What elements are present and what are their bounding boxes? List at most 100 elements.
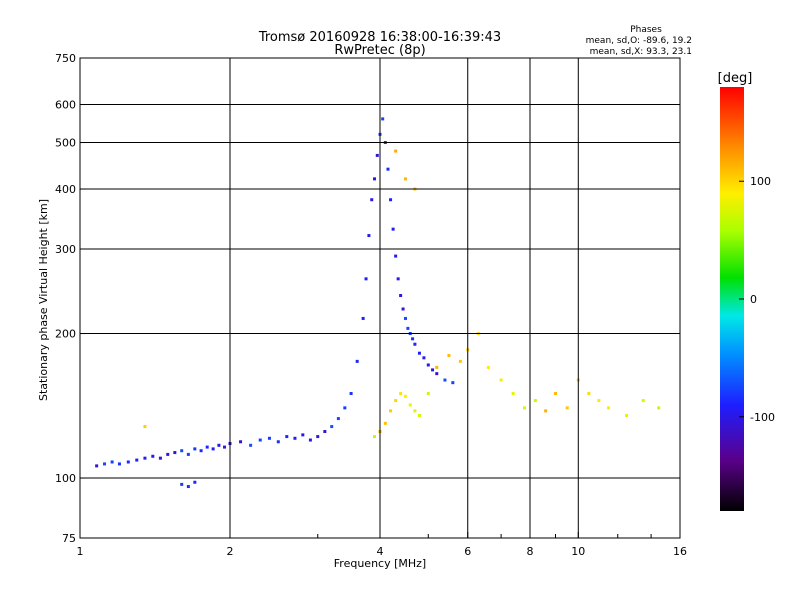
x-axis-ticks: 1 2 4 6 8 10 16 — [77, 532, 687, 558]
data-point-x — [511, 392, 515, 396]
y-tick-label: 100 — [55, 472, 76, 485]
data-point-x — [565, 406, 569, 410]
colorbar-label: [deg] — [718, 71, 753, 86]
data-point-x — [413, 409, 417, 413]
data-point-o — [249, 443, 253, 447]
data-point-o — [166, 452, 170, 456]
data-point-o — [381, 117, 385, 121]
data-point-x — [499, 378, 503, 382]
data-point-o — [426, 363, 430, 367]
data-point-o — [417, 351, 421, 355]
data-point-o — [361, 316, 365, 320]
data-point-x — [625, 413, 629, 417]
data-point-o — [451, 381, 455, 385]
data-point-x — [486, 365, 490, 369]
data-point-o — [336, 417, 340, 421]
x-tick-label: 4 — [377, 545, 384, 558]
data-point-o — [406, 326, 410, 330]
x-tick-label: 10 — [571, 545, 585, 558]
data-point-o — [135, 458, 139, 462]
plot-grid — [80, 58, 680, 538]
data-point-o — [373, 177, 377, 181]
y-tick-label: 600 — [55, 99, 76, 112]
data-point-o — [103, 462, 107, 466]
data-point-o — [301, 433, 305, 437]
data-point-x — [403, 394, 407, 398]
data-point-x — [373, 435, 377, 439]
data-point-o — [117, 462, 121, 466]
data-point-o — [367, 234, 371, 238]
data-point-o — [330, 425, 334, 429]
x-tick-label: 8 — [527, 545, 534, 558]
data-point-x — [426, 392, 430, 396]
data-point-o — [293, 436, 297, 440]
x-tick-label: 16 — [673, 545, 687, 558]
data-point-o — [211, 447, 215, 451]
data-point-o — [308, 438, 312, 442]
stats-line-x: mean, sd,X: 93.3, 23.1 — [590, 47, 692, 57]
data-point-o — [217, 443, 221, 447]
data-point-o — [205, 445, 209, 449]
data-point-x — [408, 403, 412, 407]
x-axis-label: Frequency [MHz] — [334, 557, 426, 570]
data-point-o — [401, 307, 405, 311]
y-axis-label: Stationary phase Virtual Height [km] — [37, 199, 50, 401]
data-point-o — [375, 153, 379, 157]
data-point-o — [223, 445, 227, 449]
y-tick-label: 200 — [55, 328, 76, 341]
data-point-x — [641, 399, 645, 403]
data-point-o — [186, 452, 190, 456]
y-tick-label: 500 — [55, 137, 76, 150]
colorbar-tick-label: -100 — [750, 411, 775, 424]
data-point-x — [447, 353, 451, 357]
data-point-o — [413, 342, 417, 346]
data-point-x — [597, 399, 601, 403]
data-point-x — [458, 359, 462, 363]
data-point-o — [239, 440, 243, 444]
data-point-o — [173, 451, 177, 455]
y-tick-label: 750 — [55, 52, 76, 65]
data-point-x — [143, 425, 147, 429]
data-point-o — [355, 359, 359, 363]
data-point-x — [417, 413, 421, 417]
data-point-x — [587, 392, 591, 396]
data-point-x — [553, 392, 557, 396]
data-point-o — [391, 227, 395, 231]
y-axis-ticks: 75 100 200 300 400 500 600 750 — [55, 52, 86, 545]
data-point-o — [199, 449, 203, 453]
colorbar-ticks: 100 0 -100 — [739, 175, 775, 424]
data-point-o — [158, 456, 162, 460]
x-tick-label: 2 — [227, 545, 234, 558]
data-point-o — [193, 480, 197, 484]
chart-title: Tromsø 20160928 16:38:00-16:39:43 — [258, 30, 501, 45]
data-point-x — [403, 177, 407, 181]
data-point-o — [389, 198, 393, 202]
y-tick-label: 300 — [55, 243, 76, 256]
data-point-o — [411, 337, 415, 341]
data-point-o — [285, 435, 289, 439]
data-point-o — [186, 485, 190, 489]
data-point-x — [523, 406, 527, 410]
y-tick-label: 400 — [55, 183, 76, 196]
data-point-o — [431, 368, 435, 372]
colorbar-tick-label: 0 — [750, 293, 757, 306]
data-point-o — [316, 435, 320, 439]
data-point-o — [151, 454, 155, 458]
x-tick-label: 6 — [464, 545, 471, 558]
data-point-o — [435, 372, 439, 376]
data-point-x — [389, 409, 393, 413]
data-point-x — [657, 406, 661, 410]
data-point-o — [267, 436, 271, 440]
data-point-o — [370, 198, 374, 202]
data-point-o — [180, 449, 184, 453]
chart-subtitle: RwPretec (8p) — [334, 43, 425, 58]
stats-line-o: mean, sd,O: -89.6, 19.2 — [586, 36, 692, 46]
data-point-x — [544, 409, 548, 413]
x-tick-label: 1 — [77, 545, 84, 558]
data-point-x — [399, 392, 403, 396]
data-point-o — [180, 482, 184, 486]
data-point-o — [193, 447, 197, 451]
data-point-o — [349, 392, 353, 396]
data-point-o — [403, 316, 407, 320]
data-point-x — [394, 399, 398, 403]
